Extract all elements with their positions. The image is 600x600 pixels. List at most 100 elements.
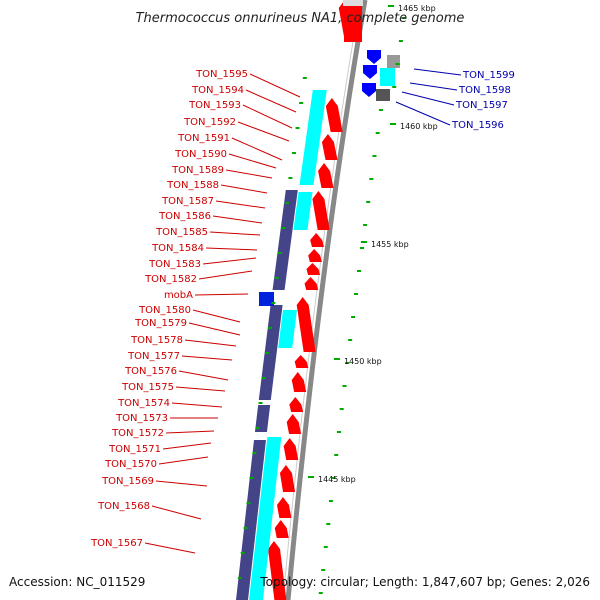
leader-line xyxy=(194,293,249,296)
kbp-ticks: 1465 kbp 1460 kbp 1455 kbp 1450 kbp 1445 kbp xyxy=(237,4,438,594)
leader-line xyxy=(171,402,223,408)
forward-gene-arrow xyxy=(325,98,343,132)
gene-label-left: mobA xyxy=(164,290,193,301)
gene-label-left: TON_1592 xyxy=(183,117,236,128)
gene-label-left: TON_1589 xyxy=(171,165,224,176)
gene-label-left: TON_1595 xyxy=(195,69,248,80)
gene-label-left: TON_1583 xyxy=(148,259,201,270)
leader-line xyxy=(220,184,268,194)
top-grey-block xyxy=(343,0,363,6)
gene-label-right: TON_1599 xyxy=(462,70,515,81)
gene-label-left: TON_1587 xyxy=(161,196,214,207)
rna-feature-block-right xyxy=(380,68,395,86)
forward-gene-arrow xyxy=(304,277,319,290)
forward-gene-arrow xyxy=(294,355,309,368)
forward-gene-arrow xyxy=(289,397,304,412)
reverse-gene-arrow xyxy=(363,65,377,79)
rna-feature-block xyxy=(278,310,297,348)
leader-line xyxy=(242,104,293,129)
gene-label-left: TON_1570 xyxy=(104,459,157,470)
grey-feature-block xyxy=(387,55,400,68)
top-gene-block xyxy=(344,0,362,42)
leader-line xyxy=(205,247,258,251)
leader-line xyxy=(188,322,241,336)
gene-label-right: TON_1596 xyxy=(451,120,504,131)
forward-gene-arrow xyxy=(279,465,296,492)
kbp-label: 1445 kbp xyxy=(318,475,356,484)
leader-line xyxy=(401,91,455,106)
leader-line xyxy=(249,73,301,98)
leader-line xyxy=(144,542,196,554)
gene-label-left: TON_1569 xyxy=(101,476,154,487)
leader-line xyxy=(215,200,266,209)
leader-line xyxy=(413,68,462,76)
gene-label-left: TON_1577 xyxy=(127,351,180,362)
forward-gene-arrow xyxy=(286,414,302,434)
gene-label-left: TON_1579 xyxy=(134,318,187,329)
leader-line xyxy=(228,153,277,169)
leader-line xyxy=(158,456,209,465)
gene-label-left: TON_1593 xyxy=(188,100,241,111)
dark-feature-block xyxy=(258,305,283,400)
accession-text: Accession: NC_011529 xyxy=(9,575,145,589)
kbp-label: 1455 kbp xyxy=(371,240,409,249)
gene-label-left: TON_1588 xyxy=(166,180,219,191)
forward-gene-arrow xyxy=(321,134,338,160)
leader-line xyxy=(162,442,212,450)
gene-label-right: TON_1597 xyxy=(455,100,508,111)
gene-label-left: TON_1594 xyxy=(191,85,244,96)
leader-line xyxy=(245,89,297,113)
gene-label-left: TON_1574 xyxy=(117,398,170,409)
leader-line xyxy=(184,339,237,347)
leader-line xyxy=(409,82,458,91)
gene-label-left: TON_1567 xyxy=(90,538,143,549)
leader-line xyxy=(202,257,257,265)
leader-line xyxy=(165,430,215,434)
rna-feature-block xyxy=(299,90,327,185)
gene-label-left: TON_1580 xyxy=(138,305,191,316)
gene-labels: TON_1595 TON_1594 TON_1593 TON_1592 TON_1591… xyxy=(90,69,515,549)
genome-backbone-inner xyxy=(282,0,361,600)
gene-label-left: TON_1586 xyxy=(158,211,211,222)
leader-line xyxy=(198,270,253,280)
gene-label-left: TON_1578 xyxy=(130,335,183,346)
forward-gene-arrow xyxy=(283,438,299,460)
leader-line xyxy=(155,480,208,487)
map-title: Thermococcus onnurineus NA1, complete ge… xyxy=(136,11,465,26)
kbp-label: 1460 kbp xyxy=(400,122,438,131)
forward-gene-arrow xyxy=(318,163,334,188)
topology-text: Topology: circular; Length: 1,847,607 bp… xyxy=(259,575,590,589)
genome-backbone xyxy=(285,0,368,600)
gene-label-left: TON_1582 xyxy=(144,274,197,285)
leader-line xyxy=(225,169,273,179)
forward-gene-arrow xyxy=(276,497,292,518)
kbp-label: 1465 kbp xyxy=(398,4,436,13)
label-leaders xyxy=(144,68,462,554)
rna-feature-block xyxy=(249,437,282,600)
gene-label-left: TON_1576 xyxy=(124,366,177,377)
kbp-label: 1450 kbp xyxy=(344,357,382,366)
forward-gene-arrow xyxy=(268,541,287,600)
gene-label-left: TON_1591 xyxy=(177,133,230,144)
leader-line xyxy=(192,309,241,323)
gene-label-left: TON_1575 xyxy=(121,382,174,393)
gene-label-left: TON_1585 xyxy=(155,227,208,238)
dark-grey-feature-block xyxy=(376,89,390,101)
leader-line xyxy=(212,215,263,224)
forward-gene-arrow xyxy=(291,372,307,392)
gene-label-left: TON_1572 xyxy=(111,428,164,439)
gene-label-right: TON_1598 xyxy=(458,85,511,96)
dark-feature-block xyxy=(272,190,298,290)
gene-label-left: TON_1584 xyxy=(151,243,204,254)
leader-line xyxy=(237,121,290,142)
forward-gene-arrow xyxy=(310,233,325,247)
gene-label-left: TON_1573 xyxy=(115,413,168,424)
forward-gene-arrow xyxy=(308,249,322,262)
reverse-gene-arrow xyxy=(362,83,376,97)
forward-gene-arrow xyxy=(306,263,321,275)
leader-line xyxy=(231,137,283,161)
gene-label-left: TON_1571 xyxy=(108,444,161,455)
dark-feature-block xyxy=(236,440,266,600)
forward-gene-arrow xyxy=(312,191,330,230)
